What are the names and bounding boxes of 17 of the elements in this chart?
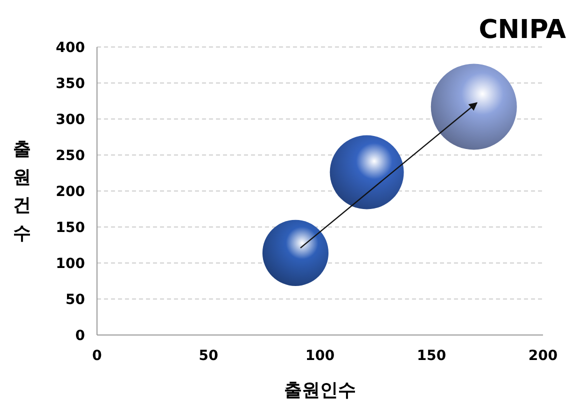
y-tick-label: 50: [66, 292, 86, 308]
x-tick-label: 150: [416, 348, 446, 364]
y-tick-label: 200: [56, 184, 86, 200]
x-axis-title: 출원인수: [284, 380, 356, 401]
y-tick-label: 100: [56, 256, 86, 272]
x-tick-label: 50: [198, 348, 218, 364]
y-tick-label: 250: [56, 148, 86, 164]
y-tick-label: 350: [56, 76, 86, 92]
y-tick-label: 0: [75, 328, 86, 344]
chart-title: CNIPA: [478, 15, 566, 45]
x-tick-label: 100: [305, 348, 335, 364]
y-axis-title: 출원건수: [13, 139, 31, 244]
y-tick-label: 400: [56, 40, 86, 56]
x-tick-label: 0: [92, 348, 102, 364]
x-tick-label: 200: [528, 348, 558, 364]
y-tick-label: 300: [56, 112, 86, 128]
y-tick-label: 150: [56, 220, 86, 236]
